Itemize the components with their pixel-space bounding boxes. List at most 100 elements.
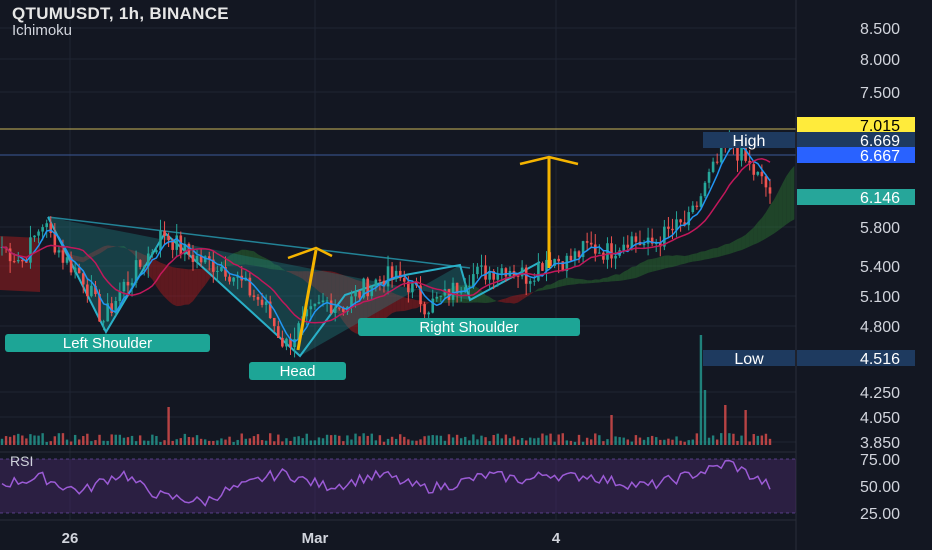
cloud-segment (184, 268, 189, 305)
volume-bar (313, 440, 317, 445)
candle-body (472, 274, 475, 287)
candle-body (102, 321, 105, 323)
candle-body (736, 147, 739, 161)
volume-bar (12, 435, 16, 445)
cloud-segment (237, 249, 242, 266)
candle-body (33, 235, 36, 238)
cloud-segment (770, 199, 775, 236)
candle-body (598, 252, 601, 254)
candle-body (610, 243, 613, 259)
cloud-segment (201, 268, 206, 291)
cloud-segment (583, 279, 588, 284)
cloud-segment (554, 280, 559, 288)
cloud-segment (331, 271, 336, 309)
candle-body (553, 258, 556, 266)
cloud-segment (518, 294, 523, 303)
volume-bar (386, 438, 390, 445)
candle-body (41, 227, 44, 232)
volume-bar (122, 437, 126, 445)
volume-bar (439, 435, 443, 445)
cloud-segment (778, 184, 783, 231)
cloud-segment (676, 255, 681, 266)
volume-bar (57, 433, 61, 445)
volume-bar (655, 437, 658, 445)
volume-bar (663, 439, 666, 445)
volume-bar (49, 441, 52, 445)
price-tag-label: High (733, 133, 766, 150)
candle-body (642, 243, 646, 246)
candle-body (293, 339, 296, 348)
cloud-segment (233, 251, 238, 266)
volume-bar (73, 434, 77, 445)
cloud-segment (546, 284, 551, 290)
candle-body (593, 244, 597, 254)
volume-bar (524, 440, 528, 445)
candle-body (179, 235, 183, 255)
volume-bar (720, 433, 723, 445)
cloud-segment (0, 236, 40, 292)
candle-body (463, 287, 467, 293)
candle-body (675, 219, 678, 231)
candle-body (744, 146, 747, 161)
volume-bar (512, 436, 516, 445)
candle-body (573, 251, 577, 261)
volume-bar (590, 439, 593, 445)
rsi-tick-label: 25.00 (860, 506, 900, 523)
cloud-segment (164, 264, 169, 302)
volume-bar (679, 440, 682, 445)
candle-body (362, 278, 365, 298)
candle-body (545, 259, 548, 271)
volume-bar (598, 435, 601, 445)
cloud-segment (136, 251, 141, 263)
cloud-segment (603, 277, 608, 282)
candle-body (195, 255, 199, 262)
volume-bar (4, 436, 8, 445)
volume-bar (260, 440, 264, 445)
volume-bar (8, 436, 12, 445)
cloud-segment (298, 271, 303, 279)
cloud-segment (505, 296, 510, 303)
cloud-segment (79, 256, 84, 263)
volume-bar (159, 441, 162, 445)
candle-body (126, 281, 130, 286)
volume-bar (17, 433, 20, 445)
candle-body (175, 235, 179, 250)
candle-body (663, 226, 666, 247)
cloud-segment (550, 282, 555, 289)
volume-bar (634, 435, 638, 445)
target-arrows (287, 155, 579, 351)
volume-bar (508, 438, 512, 445)
candle-body (691, 205, 695, 213)
candle-body (622, 244, 626, 251)
volume-bar (382, 441, 386, 445)
candle-body (671, 228, 674, 231)
candle-body (248, 277, 252, 296)
volume-bar (277, 434, 280, 445)
cloud-segment (152, 257, 157, 287)
candle-body (447, 289, 451, 300)
candle-body (21, 259, 24, 262)
price-axis: 8.500 8.000 7.500 5.800 5.400 5.100 4.800 4.250… (703, 21, 915, 523)
cloud-segment (761, 212, 766, 241)
candle-body (549, 259, 552, 266)
volume-bar (147, 440, 150, 445)
volume-bar (736, 440, 739, 445)
candle-body (337, 307, 341, 309)
volume-bar (464, 436, 467, 445)
volume-bars (0, 335, 772, 445)
candle-body (350, 296, 353, 307)
volume-bar (459, 438, 463, 445)
volume-bar (273, 441, 276, 445)
volume-bar (618, 437, 621, 445)
cloud-segment (221, 258, 226, 267)
volume-bar (707, 437, 711, 445)
candle-body (224, 266, 227, 277)
volume-bar (110, 434, 113, 445)
volume-bar (423, 436, 426, 445)
volume-bar (565, 440, 569, 445)
volume-bar (411, 440, 414, 445)
candle-body (768, 187, 772, 194)
volume-bar (468, 440, 471, 445)
candle-body (37, 231, 40, 236)
